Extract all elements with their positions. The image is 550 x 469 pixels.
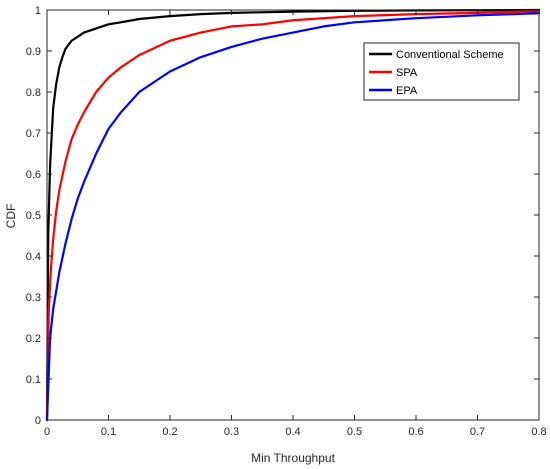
y-tick-label: 0.8 xyxy=(26,87,41,99)
y-tick-label: 1 xyxy=(35,5,41,17)
legend-label-conventional: Conventional Scheme xyxy=(396,49,504,61)
y-tick-label: 0.3 xyxy=(26,292,41,304)
x-tick-label: 0.3 xyxy=(224,426,239,438)
x-tick-label: 0.4 xyxy=(285,426,300,438)
series-layer xyxy=(45,8,541,422)
ticks: 0 0.1 0.2 0.3 0.4 0.5 0.6 0.7 0.8 0 0.1 0.2 0.3 0.4 0.… xyxy=(26,5,547,438)
y-tick-label: 0.1 xyxy=(26,374,41,386)
x-tick-label: 0.8 xyxy=(531,426,546,438)
x-tick-label: 0 xyxy=(44,426,50,438)
legend-label-epa: EPA xyxy=(396,85,418,97)
y-tick-label: 0 xyxy=(35,415,41,427)
series-line-2 xyxy=(45,12,541,422)
legend: Conventional Scheme SPA EPA xyxy=(363,42,520,101)
x-tick-label: 0.5 xyxy=(347,426,362,438)
y-tick-label: 0.7 xyxy=(26,128,41,140)
y-tick-label: 0.6 xyxy=(26,169,41,181)
x-tick-label: 0.1 xyxy=(101,426,116,438)
series-line-0 xyxy=(45,8,541,422)
y-axis-label: CDF xyxy=(4,204,18,229)
y-tick-label: 0.2 xyxy=(26,333,41,345)
y-tick-label: 0.9 xyxy=(26,46,41,58)
y-tick-label: 0.5 xyxy=(26,210,41,222)
x-axis-label: Min Throughput xyxy=(251,451,335,465)
series-line-1 xyxy=(45,10,541,422)
x-tick-label: 0.2 xyxy=(162,426,177,438)
x-tick-label: 0.7 xyxy=(470,426,485,438)
legend-label-spa: SPA xyxy=(396,67,418,79)
x-tick-label: 0.6 xyxy=(408,426,423,438)
y-tick-label: 0.4 xyxy=(26,251,41,263)
